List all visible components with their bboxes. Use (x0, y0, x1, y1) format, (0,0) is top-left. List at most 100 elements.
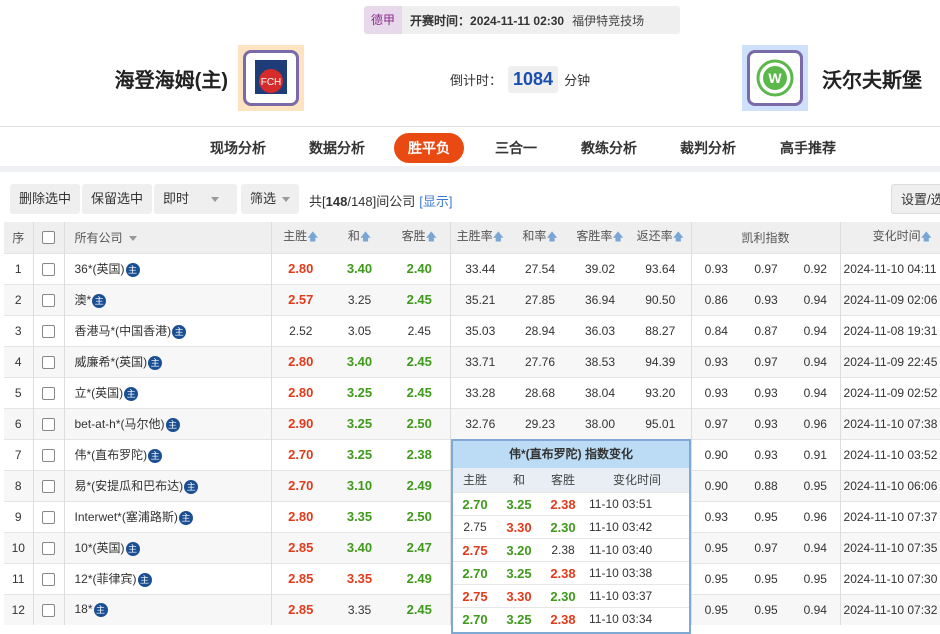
keep-selected-button[interactable]: 保留选中 (82, 184, 153, 214)
row-select[interactable] (32, 345, 64, 377)
col-away[interactable]: 客胜🡅 (389, 222, 450, 253)
draw-odds[interactable]: 3.10 (330, 469, 389, 501)
home-odds[interactable]: 2.52 (270, 314, 330, 346)
col-change-time[interactable]: 变化时间🡅 (839, 222, 940, 253)
col-away-rate[interactable]: 客胜率🡅 (570, 222, 630, 253)
tab-three-in-one[interactable]: 三合一 (495, 140, 537, 156)
draw-odds[interactable]: 3.25 (330, 376, 389, 408)
draw-odds[interactable]: 3.05 (330, 314, 389, 346)
tab-referee-analysis[interactable]: 裁判分析 (680, 140, 736, 156)
row-checkbox[interactable] (42, 510, 55, 524)
row-select[interactable] (32, 531, 64, 563)
draw-odds[interactable]: 3.35 (330, 593, 389, 625)
select-all-checkbox[interactable] (42, 231, 55, 245)
company-cell[interactable]: 36*(英国) 主 (63, 252, 271, 284)
show-link[interactable]: [显示] (419, 194, 453, 209)
row-select[interactable] (32, 252, 64, 284)
table-row[interactable]: 2 澳* 主 2.57 3.25 2.45 35.21 27.85 36.94 90.50 0.86… (4, 283, 940, 315)
row-select[interactable] (32, 283, 64, 315)
company-name[interactable]: 立*(英国) (74, 386, 124, 400)
row-checkbox[interactable] (42, 417, 55, 431)
company-name[interactable]: 18* (74, 602, 93, 617)
home-odds[interactable]: 2.80 (270, 500, 330, 532)
row-checkbox[interactable] (42, 541, 55, 555)
row-checkbox[interactable] (42, 324, 55, 338)
away-odds[interactable]: 2.50 (389, 500, 450, 532)
row-checkbox[interactable] (42, 479, 55, 493)
table-row[interactable]: 4 威廉希*(英国) 主 2.80 3.40 2.45 33.71 27.76 38.53 94.… (4, 345, 940, 377)
home-odds[interactable]: 2.70 (270, 438, 330, 470)
company-name[interactable]: 36*(英国) (74, 262, 125, 276)
company-name[interactable]: bet-at-h*(马尔他) (74, 417, 165, 431)
away-odds[interactable]: 2.45 (389, 283, 450, 315)
table-row[interactable]: 5 立*(英国) 主 2.80 3.25 2.45 33.28 28.68 38.04 93.20… (4, 376, 940, 408)
row-select[interactable] (32, 314, 64, 346)
row-checkbox[interactable] (42, 448, 55, 462)
draw-odds[interactable]: 3.40 (330, 531, 389, 563)
away-team-logo[interactable]: W (742, 45, 808, 111)
home-odds[interactable]: 2.85 (270, 562, 330, 594)
row-checkbox[interactable] (42, 262, 55, 276)
row-select[interactable] (32, 469, 64, 501)
tab-coach-analysis[interactable]: 教练分析 (581, 140, 637, 156)
draw-odds[interactable]: 3.25 (330, 283, 389, 315)
home-odds[interactable]: 2.80 (270, 345, 330, 377)
company-name[interactable]: 威廉希*(英国) (74, 355, 148, 369)
company-name[interactable]: 10*(英国) (74, 541, 125, 555)
company-cell[interactable]: 10*(英国) 主 (63, 531, 271, 563)
away-odds[interactable]: 2.45 (389, 314, 450, 346)
row-select[interactable] (32, 438, 64, 470)
away-odds[interactable]: 2.45 (389, 593, 450, 625)
company-cell[interactable]: 易*(安提瓜和巴布达) 主 (63, 469, 271, 501)
home-odds[interactable]: 2.85 (270, 531, 330, 563)
away-odds[interactable]: 2.50 (389, 407, 450, 439)
row-select[interactable] (32, 376, 64, 408)
table-row[interactable]: 6 bet-at-h*(马尔他) 主 2.90 3.25 2.50 32.76 29.23 38… (4, 407, 940, 439)
mode-select[interactable]: 即时 (154, 184, 237, 214)
draw-odds[interactable]: 3.35 (330, 562, 389, 594)
row-select[interactable] (32, 500, 64, 532)
away-odds[interactable]: 2.38 (389, 438, 450, 470)
away-odds[interactable]: 2.47 (389, 531, 450, 563)
filter-button[interactable]: 筛选 (241, 184, 300, 214)
row-select[interactable] (32, 407, 64, 439)
tab-data-analysis[interactable]: 数据分析 (309, 140, 365, 156)
row-checkbox[interactable] (42, 572, 55, 586)
company-cell[interactable]: 立*(英国) 主 (63, 376, 271, 408)
col-home-rate[interactable]: 主胜率🡅 (449, 222, 510, 253)
home-odds[interactable]: 2.80 (270, 376, 330, 408)
home-odds[interactable]: 2.70 (270, 469, 330, 501)
away-team-name[interactable]: 沃尔夫斯堡 (822, 70, 922, 92)
company-cell[interactable]: 伟*(直布罗陀) 主 (63, 438, 271, 470)
tab-1x2[interactable]: 胜平负 (394, 133, 464, 163)
away-odds[interactable]: 2.45 (389, 345, 450, 377)
row-checkbox[interactable] (42, 293, 55, 307)
col-select-all[interactable] (32, 222, 64, 253)
company-cell[interactable]: 香港马*(中国香港) 主 (63, 314, 271, 346)
company-cell[interactable]: bet-at-h*(马尔他) 主 (63, 407, 271, 439)
draw-odds[interactable]: 3.40 (330, 345, 389, 377)
company-cell[interactable]: 澳* 主 (63, 283, 271, 315)
col-company[interactable]: 所有公司 (63, 222, 271, 253)
row-select[interactable] (32, 593, 64, 625)
settings-button[interactable]: 设置/选 (891, 184, 940, 214)
away-odds[interactable]: 2.40 (389, 252, 450, 284)
col-draw[interactable]: 和🡅 (330, 222, 389, 253)
home-odds[interactable]: 2.90 (270, 407, 330, 439)
home-odds[interactable]: 2.80 (270, 252, 330, 284)
col-return-rate[interactable]: 返还率🡅 (630, 222, 691, 253)
away-odds[interactable]: 2.45 (389, 376, 450, 408)
company-name[interactable]: Interwet*(塞浦路斯) (74, 510, 178, 524)
delete-selected-button[interactable]: 删除选中 (10, 184, 81, 214)
home-odds[interactable]: 2.85 (270, 593, 330, 625)
company-name[interactable]: 香港马*(中国香港) (74, 324, 172, 338)
home-odds[interactable]: 2.57 (270, 283, 330, 315)
company-name[interactable]: 伟*(直布罗陀) (74, 448, 148, 462)
company-name[interactable]: 12*(菲律宾) (74, 572, 137, 586)
company-cell[interactable]: Interwet*(塞浦路斯) 主 (63, 500, 271, 532)
row-checkbox[interactable] (42, 386, 55, 400)
table-row[interactable]: 3 香港马*(中国香港) 主 2.52 3.05 2.45 35.03 28.94 36.03 8… (4, 314, 940, 346)
table-row[interactable]: 12 18* 主 2.85 3.35 2.45 0.95 0.95 0.94 2024-11-10… (4, 593, 940, 625)
row-select[interactable] (32, 562, 64, 594)
company-cell[interactable]: 18* 主 (63, 593, 271, 625)
